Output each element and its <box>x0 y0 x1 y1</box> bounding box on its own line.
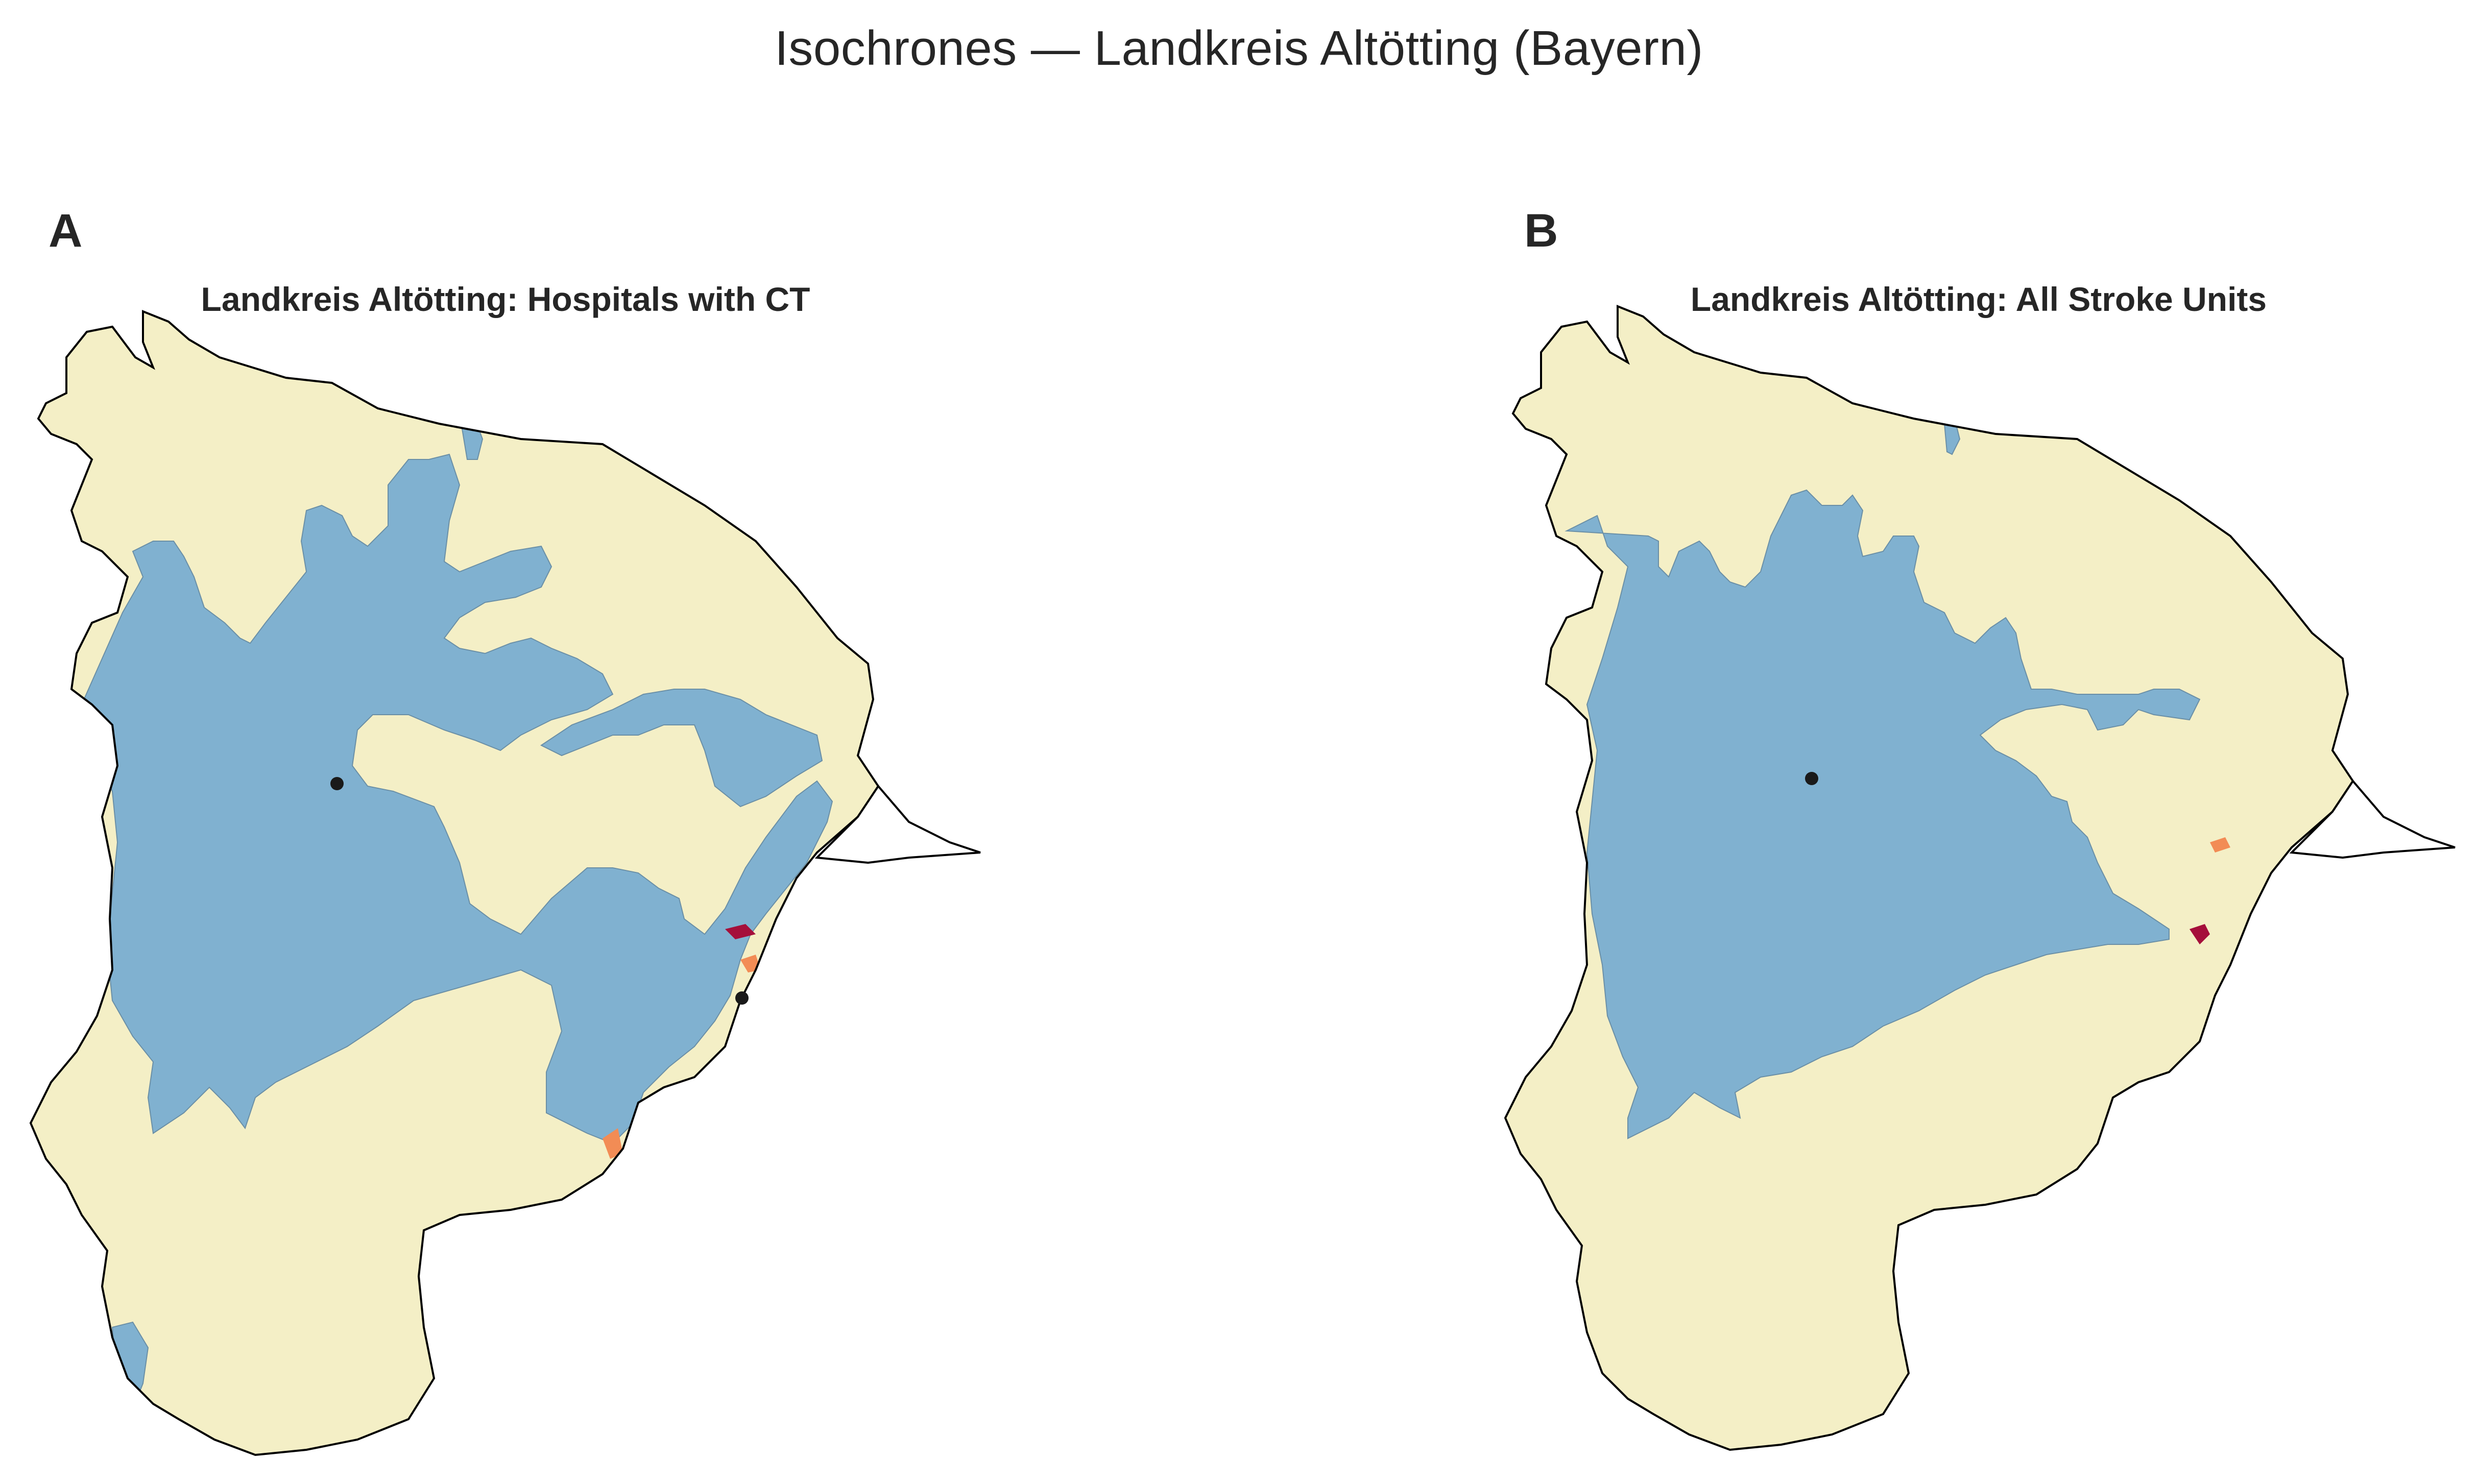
panel-a-zone-far-south <box>603 1128 623 1159</box>
panel-b-letter: B <box>1524 205 1558 257</box>
panel-a-hospital-marker <box>330 777 344 790</box>
panel-b-zone-far-southeast <box>2149 1123 2161 1149</box>
panel-b-map <box>1504 305 2456 1451</box>
panel-b-zone-near <box>1565 489 2201 1139</box>
panel-b-zone-farthest-east <box>2190 924 2210 944</box>
panel-a-zone-farthest <box>725 924 756 939</box>
panel-b-zone-farthest <box>2118 1138 2149 1205</box>
panel-a-title: Landkreis Altötting: Hospitals with CT <box>201 280 810 318</box>
panel-b-hospital-marker <box>1805 772 1818 785</box>
panel-a-letter: A <box>49 205 83 257</box>
panel-a-zone-near-east <box>540 689 823 808</box>
panel-a-east-tip <box>814 784 981 864</box>
panel-b-east-tip <box>2289 779 2456 859</box>
panel-b-zone-far-southwest <box>2036 1337 2044 1383</box>
panel-a-hospital-marker <box>735 991 749 1005</box>
panel-a-map <box>30 310 981 1456</box>
panel-a-zone-near <box>81 453 833 1145</box>
panel-b-zone-far-south <box>2067 1332 2128 1409</box>
panel-b-zone-far-east <box>2210 837 2230 853</box>
figure-title: Isochrones — Landkreis Altötting (Bayern… <box>775 21 1703 76</box>
panel-b-title: Landkreis Altötting: All Stroke Units <box>1690 280 2267 318</box>
